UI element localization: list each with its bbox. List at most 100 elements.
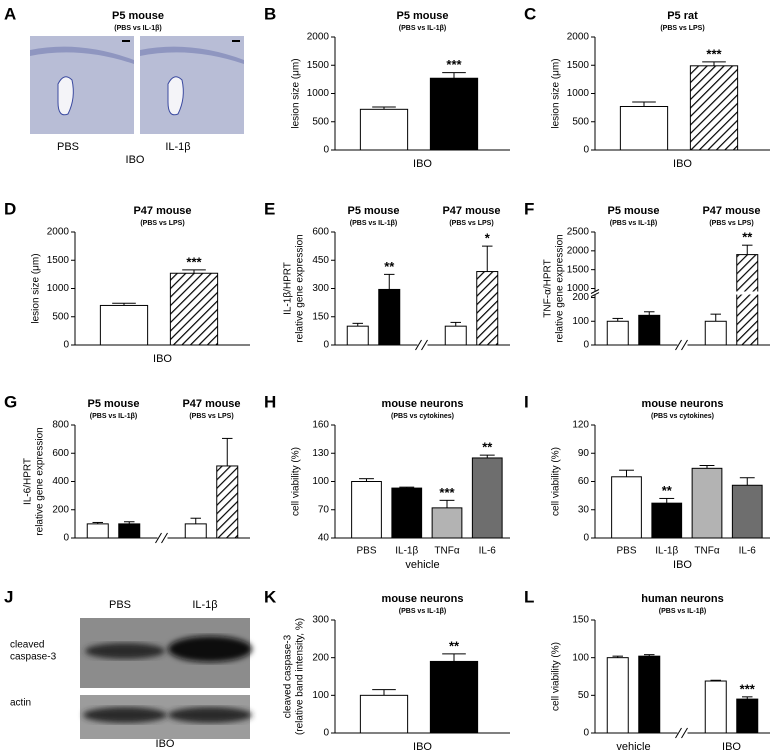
y-axis-label: lesion size (μm) xyxy=(291,58,302,128)
panel-letter: G xyxy=(4,392,17,411)
bar xyxy=(118,523,141,539)
bar xyxy=(429,660,479,734)
y-tick-label: 150 xyxy=(312,311,329,322)
panel-subtitle: (PBS vs IL-1β) xyxy=(399,25,446,32)
lane-label: IL-1β xyxy=(192,599,217,611)
y-tick-label: 800 xyxy=(52,420,69,431)
group-subtitle: (PBS vs IL-1β) xyxy=(350,220,397,227)
axis-break xyxy=(681,727,688,739)
panel-subtitle: (PBS vs IL-1β) xyxy=(399,608,446,615)
band xyxy=(168,707,252,723)
y-tick-label: 0 xyxy=(323,145,329,156)
panel-letter: D xyxy=(4,199,16,218)
significance: *** xyxy=(186,254,202,269)
axis-break xyxy=(415,339,422,351)
panel-title: P47 mouse xyxy=(133,205,191,217)
y-axis-label: cell viability (%) xyxy=(551,447,562,516)
bar xyxy=(606,320,629,346)
y-tick-label: 70 xyxy=(318,504,330,515)
x-axis-label: IBO xyxy=(673,559,692,571)
y-tick-label: 2500 xyxy=(567,227,590,238)
axis-break xyxy=(155,532,162,544)
y-tick-label: 1000 xyxy=(567,88,590,99)
y-tick-label: 0 xyxy=(583,145,589,156)
x-axis-label: IBO xyxy=(673,158,692,170)
y-tick-label: 1500 xyxy=(307,60,330,71)
panel-title: mouse neurons xyxy=(382,398,464,410)
bar xyxy=(704,320,727,346)
axis-break xyxy=(675,727,682,739)
panel-subtitle: (PBS vs cytokines) xyxy=(651,413,714,420)
row-label: actin xyxy=(10,698,31,709)
significance: ** xyxy=(662,483,673,498)
band xyxy=(85,643,165,659)
panel-letter: H xyxy=(264,392,276,411)
group-label: IBO xyxy=(722,741,741,750)
bar xyxy=(689,65,739,151)
y-tick-label: 120 xyxy=(572,420,589,431)
group-subtitle: (PBS vs LPS) xyxy=(189,413,233,420)
significance: *** xyxy=(446,57,462,72)
bar xyxy=(736,254,759,346)
row-label: caspase-3 xyxy=(10,652,57,663)
panel-letter: C xyxy=(524,4,536,23)
y-tick-label: 2000 xyxy=(307,32,330,43)
bar xyxy=(619,105,669,151)
y-tick-label: 60 xyxy=(578,476,590,487)
bar xyxy=(731,484,763,539)
group-label: vehicle xyxy=(616,741,650,750)
x-tick-label: TNFα xyxy=(434,546,459,557)
y-axis-label: TNF-α/HPRT xyxy=(543,259,554,317)
x-tick-label: PBS xyxy=(616,546,636,557)
panel-title: P5 rat xyxy=(667,10,698,22)
significance: ** xyxy=(449,638,460,653)
bar xyxy=(606,657,629,734)
y-tick-label: 0 xyxy=(63,533,69,544)
x-axis-label: IBO xyxy=(413,158,432,170)
axis-break xyxy=(421,339,428,351)
y-tick-label: 0 xyxy=(583,728,589,739)
group-title: P5 mouse xyxy=(348,205,400,217)
axis-gap xyxy=(589,291,770,295)
group-subtitle: (PBS vs IL-1β) xyxy=(90,413,137,420)
bar xyxy=(216,465,239,539)
bar xyxy=(351,481,382,539)
x-tick-label: TNFα xyxy=(694,546,719,557)
panel-subtitle: (PBS vs IL-1β) xyxy=(659,608,706,615)
panel-title: human neurons xyxy=(641,593,724,605)
group-title: P5 mouse xyxy=(88,398,140,410)
panel-letter: E xyxy=(264,199,275,218)
group-title: P5 mouse xyxy=(608,205,660,217)
bar xyxy=(169,272,219,346)
axis-break xyxy=(161,532,168,544)
y-tick-label: 130 xyxy=(312,448,329,459)
y-tick-label: 600 xyxy=(312,227,329,238)
bar xyxy=(378,288,401,346)
bar xyxy=(471,457,503,539)
significance: *** xyxy=(439,485,455,500)
y-tick-label: 0 xyxy=(583,340,589,351)
group-subtitle: (PBS vs IL-1β) xyxy=(610,220,657,227)
image-label: IL-1β xyxy=(165,141,190,153)
bar xyxy=(691,467,723,539)
row-label: cleaved xyxy=(10,640,44,651)
y-tick-label: 50 xyxy=(578,690,590,701)
panel-letter: F xyxy=(524,199,534,218)
y-axis-label: IL-6/HPRT xyxy=(23,458,34,505)
axis-break xyxy=(590,292,600,297)
bar xyxy=(651,502,683,539)
bar xyxy=(86,523,109,539)
panel-letter: I xyxy=(524,392,529,411)
x-tick-label: IL-1β xyxy=(395,546,418,557)
y-tick-label: 1000 xyxy=(307,88,330,99)
y-tick-label: 0 xyxy=(323,340,329,351)
bar xyxy=(638,655,661,734)
y-tick-label: 450 xyxy=(312,255,329,266)
band xyxy=(83,707,167,723)
y-tick-label: 100 xyxy=(312,690,329,701)
bar xyxy=(359,694,409,734)
panel-letter: B xyxy=(264,4,276,23)
y-axis-label: relative gene expression xyxy=(555,234,566,342)
bar xyxy=(736,698,759,734)
x-tick-label: IL-1β xyxy=(655,546,678,557)
